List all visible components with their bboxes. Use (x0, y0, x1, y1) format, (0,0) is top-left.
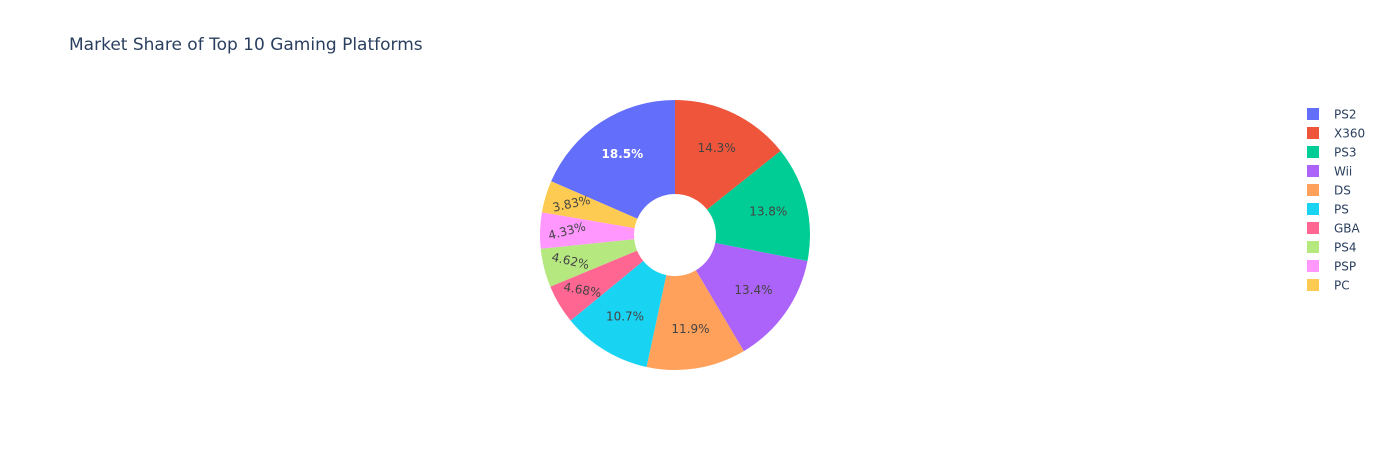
legend: PS2 X360 PS3 Wii DS PS GBA PS4 PSP PC (1307, 108, 1365, 293)
pie-slice-psp[interactable] (540, 212, 635, 249)
pie-slices (540, 100, 811, 371)
legend-label-psp: PSP (1334, 260, 1356, 274)
pie-label-ds: 11.9% (671, 322, 709, 336)
legend-label-ps3: PS3 (1334, 146, 1357, 160)
pie-slice-ps[interactable] (570, 261, 667, 367)
pie-slice-gba[interactable] (550, 250, 644, 321)
legend-swatch-ps (1307, 203, 1319, 215)
legend-item-ps4[interactable]: PS4 (1307, 241, 1357, 255)
pie-slice-wii[interactable] (695, 242, 808, 352)
legend-swatch-wii (1307, 165, 1319, 177)
legend-label-x360: X360 (1334, 127, 1365, 141)
legend-item-psp[interactable]: PSP (1307, 260, 1356, 274)
legend-item-ps3[interactable]: PS3 (1307, 146, 1357, 160)
legend-swatch-pc (1307, 279, 1319, 291)
legend-swatch-psp (1307, 260, 1319, 272)
legend-label-pc: PC (1334, 279, 1350, 293)
legend-label-gba: GBA (1334, 222, 1361, 236)
pie-label-gba: 4.68% (562, 280, 602, 300)
pie-slice-ps3[interactable] (707, 150, 811, 261)
legend-item-ps2[interactable]: PS2 (1307, 108, 1357, 122)
pie-label-ps2: 18.5% (602, 147, 644, 161)
pie-label-ps3: 13.8% (749, 205, 787, 219)
legend-label-wii: Wii (1334, 165, 1352, 179)
legend-swatch-ps3 (1307, 146, 1319, 158)
legend-item-x360[interactable]: X360 (1307, 127, 1365, 141)
chart-title: Market Share of Top 10 Gaming Platforms (69, 35, 423, 55)
legend-label-ps2: PS2 (1334, 108, 1357, 122)
legend-item-wii[interactable]: Wii (1307, 165, 1352, 179)
legend-swatch-ps4 (1307, 241, 1319, 253)
legend-label-ds: DS (1334, 184, 1351, 198)
legend-label-ps4: PS4 (1334, 241, 1357, 255)
legend-swatch-x360 (1307, 127, 1319, 139)
pie-slice-labels: 18.5%3.83%4.33%4.62%4.68%10.7%11.9%13.4%… (547, 141, 788, 336)
legend-item-gba[interactable]: GBA (1307, 222, 1361, 236)
pie-slice-x360[interactable] (675, 100, 781, 210)
pie-slice-ps2[interactable] (551, 100, 675, 219)
legend-item-ps[interactable]: PS (1307, 203, 1349, 217)
legend-swatch-ps2 (1307, 108, 1319, 120)
legend-swatch-ds (1307, 184, 1319, 196)
legend-label-ps: PS (1334, 203, 1349, 217)
pie-label-x360: 14.3% (698, 141, 736, 155)
pie-slice-ds[interactable] (646, 270, 744, 371)
pie-label-wii: 13.4% (734, 283, 772, 297)
legend-item-ds[interactable]: DS (1307, 184, 1351, 198)
pie-label-ps: 10.7% (606, 309, 644, 323)
pie-slice-ps4[interactable] (540, 239, 638, 287)
pie-slice-pc[interactable] (541, 181, 638, 229)
legend-swatch-gba (1307, 222, 1319, 234)
legend-item-pc[interactable]: PC (1307, 279, 1350, 293)
